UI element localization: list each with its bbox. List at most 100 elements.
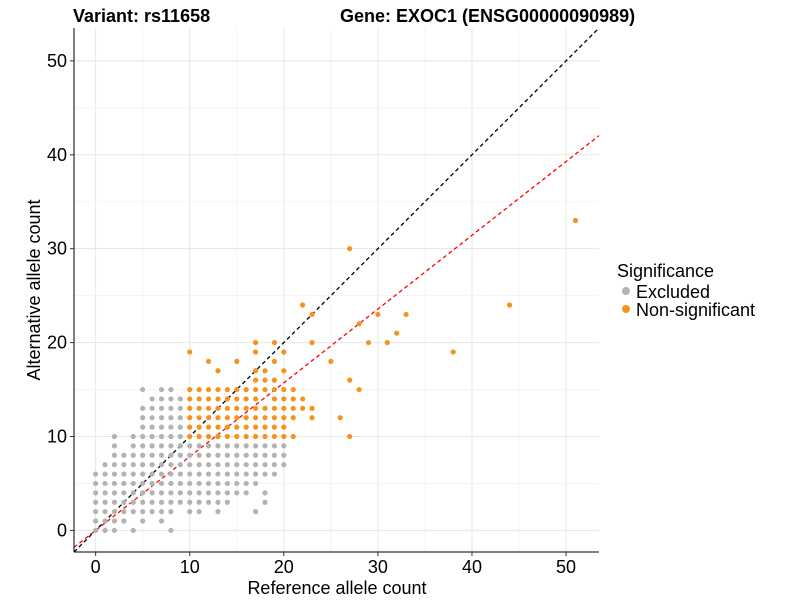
point-excluded <box>121 480 127 487</box>
point-non-significant <box>205 386 212 393</box>
point-excluded <box>168 452 174 458</box>
point-excluded <box>187 499 193 505</box>
point-non-significant <box>271 424 278 430</box>
point-excluded <box>215 471 221 477</box>
point-excluded <box>149 499 155 505</box>
point-excluded <box>130 499 136 505</box>
point-excluded <box>93 490 99 496</box>
point-excluded <box>140 405 146 411</box>
point-non-significant <box>243 405 249 411</box>
point-excluded <box>215 452 221 458</box>
y-tick-label: 50 <box>47 51 67 71</box>
point-excluded <box>281 443 287 449</box>
point-excluded <box>215 443 221 449</box>
x-tick-label: 40 <box>462 557 482 577</box>
point-non-significant <box>215 396 221 402</box>
point-excluded <box>252 509 259 515</box>
point-excluded <box>140 462 146 468</box>
tick-labels: 0 10 20 30 40 50 0 10 20 30 40 50 <box>47 51 576 577</box>
point-excluded <box>168 480 174 487</box>
point-non-significant <box>205 433 212 440</box>
point-excluded <box>102 490 108 496</box>
point-non-significant <box>224 415 230 421</box>
point-non-significant <box>507 302 513 308</box>
point-excluded <box>281 462 287 468</box>
point-excluded <box>111 499 118 505</box>
point-excluded <box>111 443 118 449</box>
point-excluded <box>158 499 165 505</box>
point-non-significant <box>450 349 456 355</box>
point-excluded <box>140 415 146 421</box>
point-non-significant <box>243 396 249 402</box>
reference-lines <box>73 27 600 553</box>
point-excluded <box>234 462 240 468</box>
point-excluded <box>252 443 259 449</box>
point-excluded <box>93 471 99 477</box>
point-non-significant <box>365 339 372 346</box>
point-excluded <box>196 443 202 449</box>
point-excluded <box>177 415 183 421</box>
point-non-significant <box>252 424 259 430</box>
x-tick-label: 10 <box>180 557 200 577</box>
point-excluded <box>158 518 165 524</box>
point-excluded <box>158 480 165 487</box>
point-excluded <box>130 471 136 477</box>
point-excluded <box>177 424 183 430</box>
y-tick-label: 30 <box>47 239 67 259</box>
point-excluded <box>111 462 118 468</box>
point-excluded <box>168 490 174 496</box>
point-excluded <box>224 443 230 449</box>
point-non-significant <box>196 396 202 402</box>
point-excluded <box>111 433 118 440</box>
point-non-significant <box>215 433 221 440</box>
point-non-significant <box>252 433 259 440</box>
point-excluded <box>243 480 249 487</box>
point-excluded <box>196 471 202 477</box>
point-excluded <box>93 518 99 524</box>
point-non-significant <box>309 415 315 421</box>
axes <box>73 28 599 553</box>
point-non-significant <box>215 368 221 374</box>
point-non-significant <box>224 405 230 411</box>
point-non-significant <box>271 433 278 440</box>
point-excluded <box>243 462 249 468</box>
point-excluded <box>102 471 108 477</box>
point-excluded <box>140 490 146 496</box>
point-non-significant <box>187 396 193 402</box>
point-excluded <box>158 490 165 496</box>
point-excluded <box>158 443 165 449</box>
point-non-significant <box>328 358 334 364</box>
point-excluded <box>149 443 155 449</box>
point-excluded <box>102 518 108 524</box>
point-non-significant <box>262 433 268 440</box>
point-non-significant <box>262 386 268 393</box>
point-excluded <box>149 480 155 487</box>
point-excluded <box>205 471 212 477</box>
point-non-significant <box>234 358 240 364</box>
point-excluded <box>262 462 268 468</box>
point-excluded <box>168 396 174 402</box>
point-excluded <box>187 509 193 515</box>
point-non-significant <box>196 386 202 393</box>
y-tick-label: 20 <box>47 333 67 353</box>
point-non-significant <box>290 386 296 393</box>
y-tick-label: 10 <box>47 426 67 446</box>
point-excluded <box>187 462 193 468</box>
point-excluded <box>168 433 174 440</box>
point-non-significant <box>196 424 202 430</box>
point-excluded <box>111 509 118 515</box>
point-excluded <box>121 499 127 505</box>
point-excluded <box>234 471 240 477</box>
point-excluded <box>177 480 183 487</box>
point-excluded <box>168 527 174 534</box>
point-non-significant <box>196 405 202 411</box>
y-axis-title: Alternative allele count <box>24 199 44 380</box>
point-excluded <box>149 471 155 477</box>
point-non-significant <box>252 349 259 355</box>
point-non-significant <box>271 339 278 346</box>
chart-title-variant: Variant: rs11658 <box>73 6 210 26</box>
point-non-significant <box>281 368 287 374</box>
point-non-significant <box>187 415 193 421</box>
point-excluded <box>262 471 268 477</box>
point-non-significant <box>309 311 315 318</box>
